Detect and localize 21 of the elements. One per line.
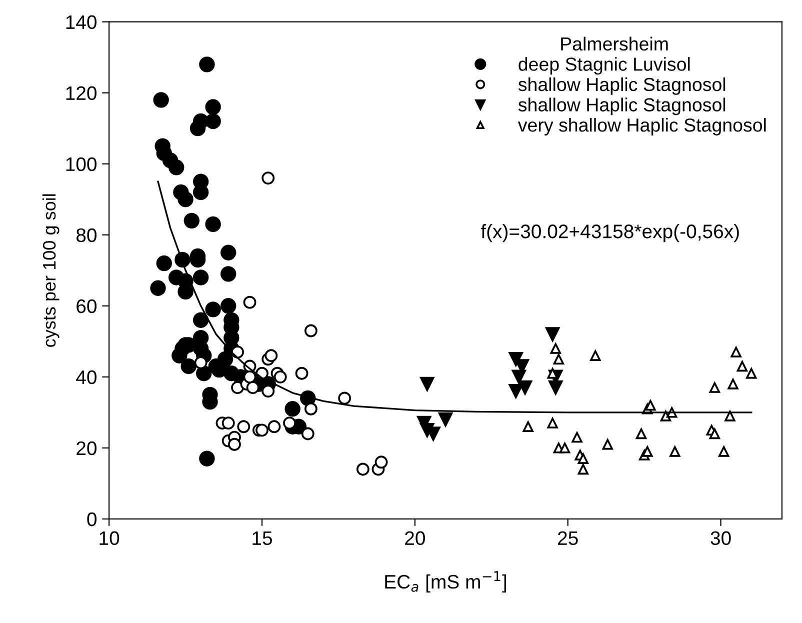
y-tick-label: 100 bbox=[66, 157, 97, 172]
legend-title: Palmersheim bbox=[561, 36, 668, 51]
legend-label: deep Stagnic Luvisol bbox=[518, 57, 690, 75]
legend-label: very shallow Haplic Stagnosol bbox=[518, 118, 766, 136]
y-tick-label: 120 bbox=[66, 86, 97, 100]
y-tick-label: 60 bbox=[76, 299, 97, 314]
y-tick-label: 20 bbox=[76, 441, 97, 456]
x-axis-title: EC$_{a}$ [mS m$^{−1}$] bbox=[385, 571, 506, 593]
annotation: f(x)=30.02+43158*exp(-0,56x) bbox=[480, 224, 739, 242]
y-tick-label: 0 bbox=[87, 512, 97, 526]
x-tick-label: 15 bbox=[252, 531, 272, 546]
y-axis-title: cysts per 100 g soil bbox=[42, 194, 60, 347]
x-tick-label: 20 bbox=[405, 531, 425, 546]
y-tick-label: 40 bbox=[76, 370, 97, 384]
x-tick-label: 10 bbox=[100, 531, 120, 546]
y-tick-label: 80 bbox=[76, 228, 97, 242]
x-tick-label: 25 bbox=[558, 531, 578, 546]
legend-label: shallow Haplic Stagnosol bbox=[518, 77, 726, 95]
y-tick-label: 140 bbox=[66, 15, 97, 30]
legend-label: shallow Haplic Stagnosol bbox=[518, 98, 726, 116]
x-tick-label: 30 bbox=[710, 531, 731, 546]
